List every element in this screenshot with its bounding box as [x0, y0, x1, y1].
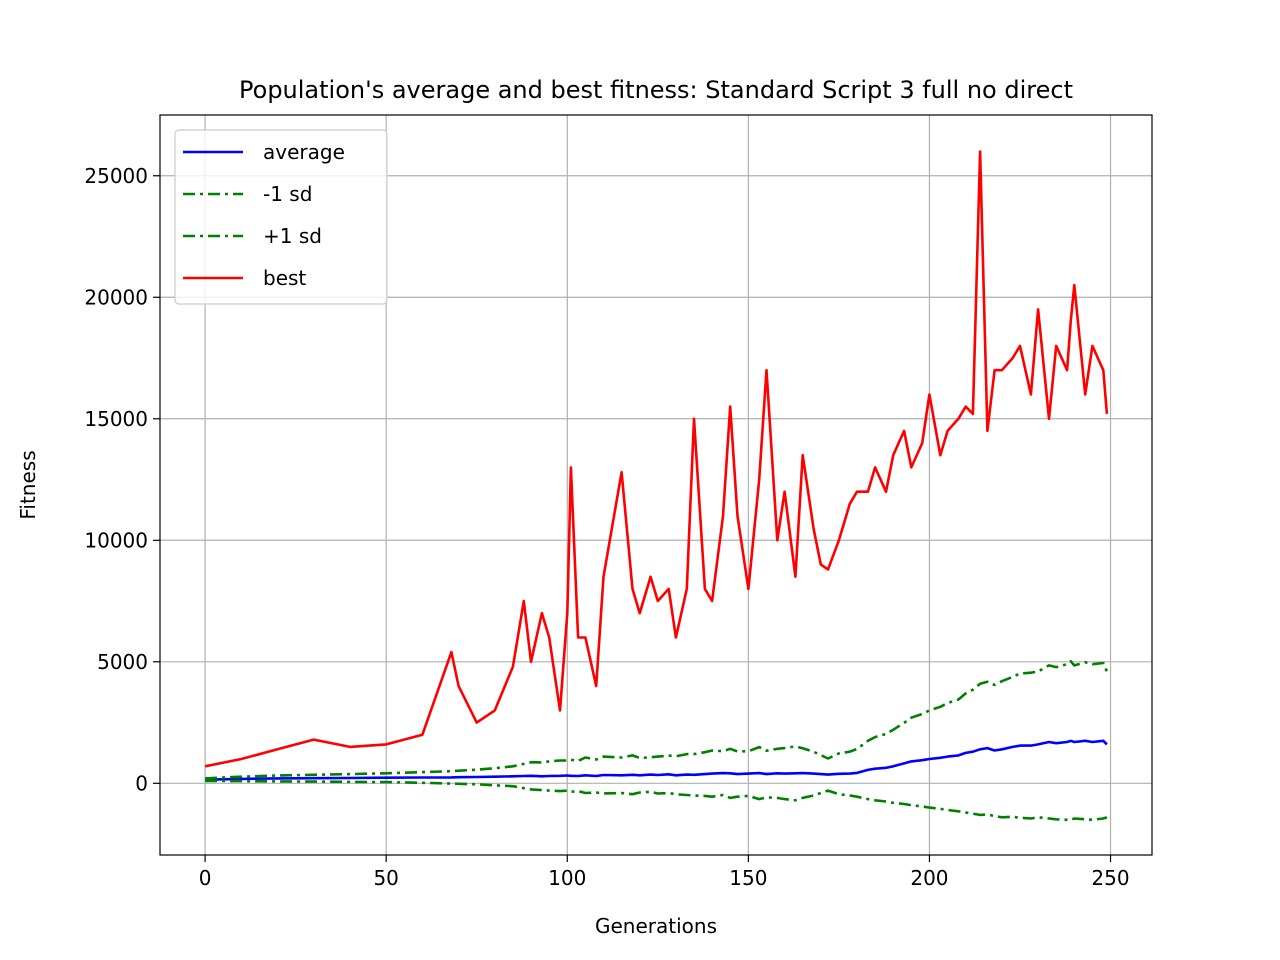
- plot-frame: [159, 114, 1153, 856]
- legend-label: best: [263, 266, 306, 290]
- x-tick-label: 50: [373, 866, 398, 890]
- y-tick-label: 5000: [97, 650, 148, 674]
- chart-title: Population's average and best fitness: S…: [239, 76, 1073, 104]
- series-line-best: [204, 150, 1109, 768]
- x-tick-label: 100: [548, 866, 586, 890]
- y-tick-label: 25000: [84, 164, 148, 188]
- x-tick-label: 0: [199, 866, 212, 890]
- series-line-minus-sd: [205, 779, 1108, 822]
- legend-box: [174, 129, 388, 305]
- x-tick-label: 150: [729, 866, 767, 890]
- x-axis-label: Generations: [595, 914, 717, 938]
- legend-label: average: [263, 140, 345, 164]
- x-tick-label: 200: [910, 866, 948, 890]
- y-tick-label: 20000: [84, 285, 148, 309]
- ticks: 0 50 100 150 200 250 0 5000 10000 15000 20000 25000: [84, 164, 1129, 890]
- y-axis-label: Fitness: [16, 450, 40, 519]
- legend-label: +1 sd: [263, 224, 322, 248]
- legend: average -1 sd +1 sd best: [174, 129, 388, 305]
- x-tick-label: 250: [1091, 866, 1129, 890]
- series-line-average: [205, 739, 1108, 781]
- series-layer: [204, 150, 1109, 822]
- y-tick-label: 15000: [84, 407, 148, 431]
- series-line-plus-sd: [205, 659, 1109, 780]
- y-tick-label: 10000: [84, 528, 148, 552]
- legend-label: -1 sd: [263, 182, 312, 206]
- y-tick-label: 0: [135, 771, 148, 795]
